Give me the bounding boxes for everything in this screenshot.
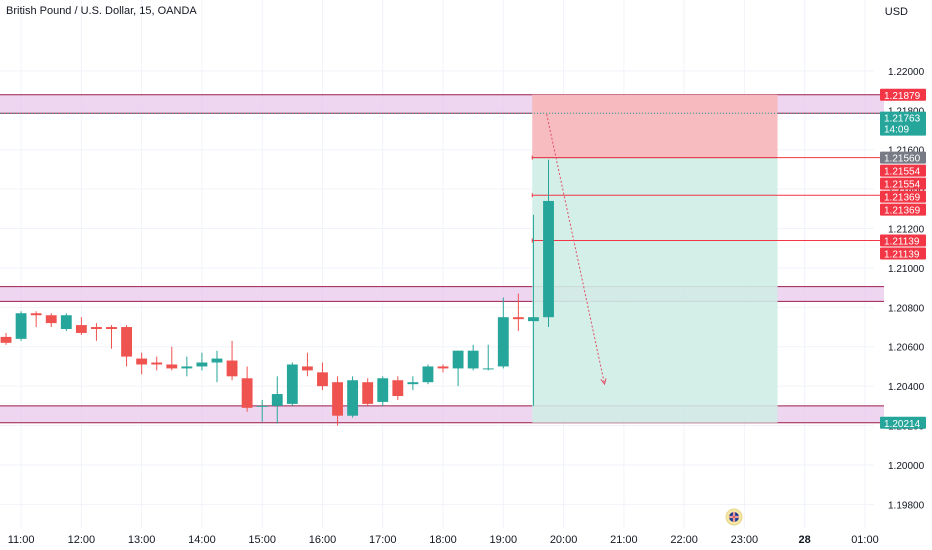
- candle-body[interactable]: [196, 362, 208, 367]
- x-tick-label: 16:00: [309, 534, 337, 546]
- candle-body[interactable]: [60, 315, 72, 330]
- uk-flag-icon[interactable]: [725, 508, 743, 526]
- x-tick-label: 19:00: [490, 534, 518, 546]
- price-label-badge: [880, 177, 926, 190]
- candle-body[interactable]: [286, 364, 298, 404]
- x-tick-label: 28: [799, 534, 811, 546]
- price-label-text: 1.21879: [884, 91, 921, 102]
- candle-body[interactable]: [166, 364, 178, 369]
- price-label-badge: [880, 111, 926, 136]
- price-label-text: 1.21139: [884, 250, 920, 261]
- x-tick-label: 12:00: [68, 534, 96, 546]
- price-label-text: 1.21554: [884, 180, 921, 191]
- candle-body[interactable]: [151, 362, 163, 365]
- candle-body[interactable]: [543, 200, 554, 318]
- candle-body[interactable]: [0, 336, 12, 343]
- candle-body[interactable]: [15, 313, 27, 339]
- y-tick-label: 1.21600: [888, 146, 925, 157]
- price-label-badge: [880, 416, 926, 429]
- x-tick-label: 17:00: [369, 534, 397, 546]
- candle-body[interactable]: [271, 394, 283, 406]
- candle-body[interactable]: [377, 378, 389, 402]
- price-label-text: 1.21139: [884, 237, 920, 248]
- y-tick-label: 1.20800: [888, 303, 925, 314]
- y-tick-label: 1.21000: [888, 264, 925, 275]
- candle-body[interactable]: [136, 358, 148, 365]
- price-label-badge: [880, 247, 926, 260]
- x-tick-label: 18:00: [429, 534, 457, 546]
- take-profit-area[interactable]: [532, 157, 778, 423]
- candle-body[interactable]: [407, 382, 419, 385]
- candle-body[interactable]: [301, 366, 313, 371]
- candle-body[interactable]: [121, 327, 133, 357]
- candle-body[interactable]: [497, 317, 509, 367]
- y-tick-label: 1.20400: [888, 382, 925, 393]
- price-label-badge: [880, 190, 926, 203]
- price-label-badge: [880, 151, 926, 164]
- price-label-text: 1.21369: [884, 206, 921, 217]
- price-label-countdown: 14:09: [884, 125, 909, 136]
- x-tick-label: 11:00: [8, 534, 35, 546]
- projection-arrow-head: [600, 378, 607, 386]
- candle-body[interactable]: [241, 378, 253, 408]
- y-tick-label: 1.20000: [888, 461, 925, 472]
- candle-body[interactable]: [256, 405, 268, 407]
- y-tick-label: 1.19800: [888, 500, 925, 511]
- y-tick-label: 1.20600: [888, 343, 925, 354]
- stop-loss-area[interactable]: [532, 94, 778, 158]
- candle-body[interactable]: [467, 350, 479, 369]
- price-label-text: 1.21560: [884, 154, 921, 165]
- candle-body[interactable]: [362, 382, 374, 404]
- candle-body[interactable]: [226, 360, 238, 377]
- x-tick-label: 23:00: [731, 534, 759, 546]
- chart-title: British Pound / U.S. Dollar, 15, OANDA: [6, 5, 197, 17]
- candle-body[interactable]: [91, 327, 102, 330]
- candle-body[interactable]: [347, 380, 359, 416]
- x-tick-label: 14:00: [188, 534, 216, 546]
- candle-body[interactable]: [482, 368, 494, 370]
- price-label-badge: [880, 164, 926, 177]
- candle-body[interactable]: [30, 313, 42, 316]
- price-label-text: 1.21554: [884, 167, 921, 178]
- x-tick-label: 20:00: [550, 534, 578, 546]
- candle-body[interactable]: [332, 382, 343, 416]
- price-label-text: 1.21763: [884, 114, 921, 125]
- candle-body[interactable]: [392, 380, 404, 396]
- candle-body[interactable]: [181, 366, 193, 369]
- x-tick-label: 21:00: [610, 534, 638, 546]
- price-label-text: 1.21369: [884, 193, 921, 204]
- x-tick-label: 22:00: [670, 534, 698, 546]
- candle-body[interactable]: [317, 372, 328, 387]
- x-tick-label: 01:00: [851, 534, 879, 546]
- y-tick-label: 1.21200: [888, 225, 925, 236]
- candle-body[interactable]: [45, 315, 57, 324]
- candle-body[interactable]: [528, 317, 539, 322]
- candle-body[interactable]: [437, 366, 449, 369]
- x-tick-label: 13:00: [128, 534, 156, 546]
- candle-body[interactable]: [106, 327, 117, 330]
- candle-body[interactable]: [211, 358, 223, 363]
- candle-body[interactable]: [422, 366, 434, 383]
- price-label-badge: [880, 203, 926, 216]
- currency-label[interactable]: USD: [884, 6, 908, 18]
- x-tick-label: 15:00: [248, 534, 276, 546]
- price-label-badge: [880, 234, 926, 247]
- candle-body[interactable]: [75, 325, 87, 333]
- y-tick-label: 1.22000: [888, 67, 925, 78]
- candle-body[interactable]: [512, 317, 524, 320]
- price-label-text: 1.20214: [884, 419, 921, 430]
- price-label-badge: [880, 88, 926, 101]
- candle-body[interactable]: [452, 350, 464, 369]
